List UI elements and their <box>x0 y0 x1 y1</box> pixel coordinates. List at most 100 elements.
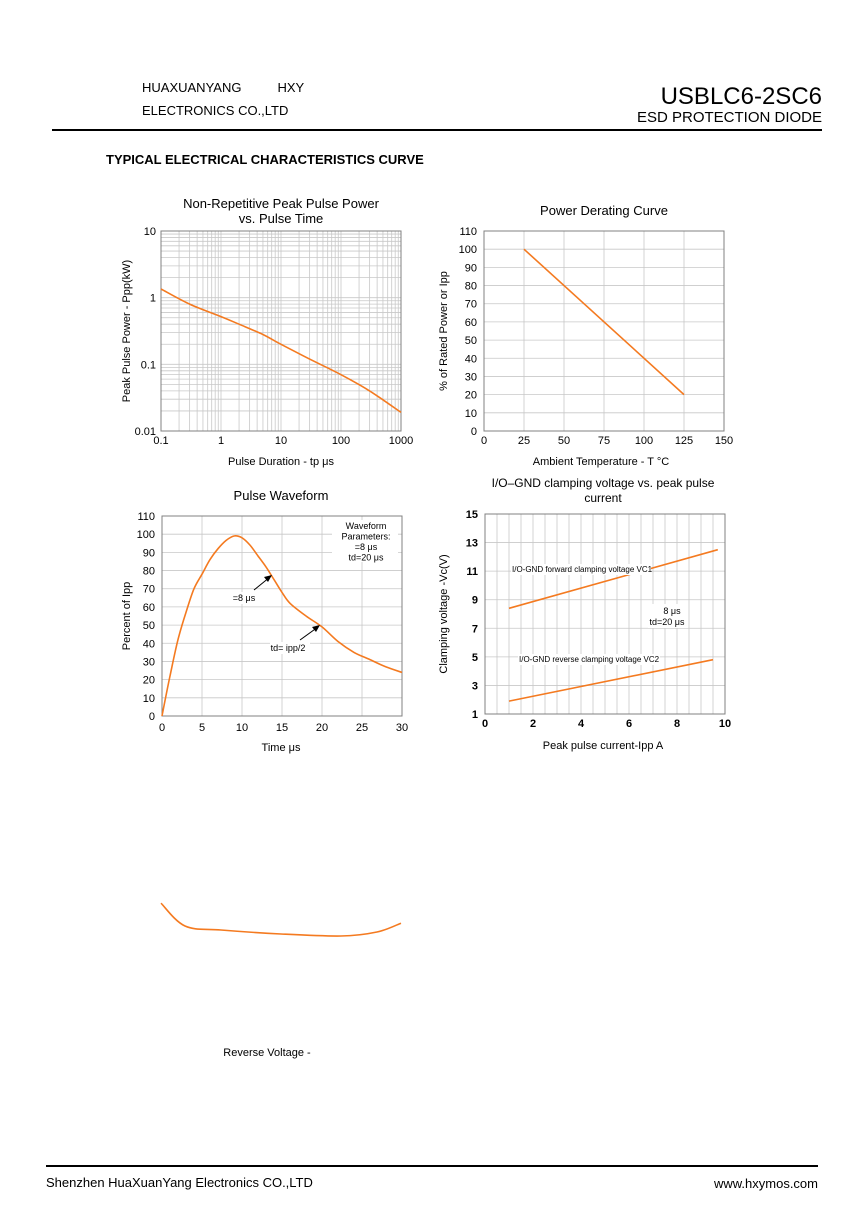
derating-x-axis-label: Ambient Temperature - T °C <box>533 456 670 468</box>
ppp-y-axis-label: Peak Pulse Power - Ppp(kW) <box>121 260 133 402</box>
ppp-plot-frame <box>160 230 402 432</box>
clamp-plot-frame <box>484 513 726 715</box>
vc1-label-bg <box>511 564 651 575</box>
vc2-label: I/O-GND reverse clamping voltage VC2 <box>519 655 660 664</box>
clamp-params-line1: 8 μs <box>663 606 681 616</box>
waveform-x-tick-label: 30 <box>396 722 408 734</box>
section-title: TYPICAL ELECTRICAL CHARACTERISTICS CURVE <box>106 152 424 167</box>
waveform-y-tick-label: 30 <box>143 656 155 668</box>
derating-x-tick-label: 125 <box>675 435 693 447</box>
td-label-bg <box>270 642 310 654</box>
waveform-x-tick-label: 20 <box>316 722 328 734</box>
ppp-y-tick-label: 10 <box>144 226 156 238</box>
waveform-params-text: Waveform <box>346 521 387 531</box>
derating-x-tick-label: 0 <box>481 435 487 447</box>
clamp-y-tick-label: 1 <box>472 709 478 721</box>
waveform-params-text: td=20 μs <box>349 553 384 563</box>
derating-curve <box>523 248 685 396</box>
clamp-y-tick-label: 13 <box>466 538 478 550</box>
reverse-voltage-curve <box>160 902 402 937</box>
waveform-y-axis-label: Percent of Ipp <box>121 582 133 651</box>
derating-y-tick-label: 60 <box>465 317 477 329</box>
derating-y-tick-label: 100 <box>459 244 477 256</box>
td-arrow-head <box>312 625 320 632</box>
derating-plot-frame <box>483 230 725 432</box>
vc1-label: I/O-GND forward clamping voltage VC1 <box>512 565 653 574</box>
ppp-x-tick-label: 100 <box>332 435 350 447</box>
waveform-title: Pulse Waveform <box>234 488 329 503</box>
clamp-params-line2: td=20 μs <box>650 617 685 627</box>
derating-y-tick-label: 10 <box>465 408 477 420</box>
waveform-y-tick-label: 40 <box>143 638 155 650</box>
waveform-x-tick-label: 0 <box>159 722 165 734</box>
derating-y-tick-label: 80 <box>465 281 477 293</box>
ppp-curve <box>160 288 402 414</box>
td-label: td= ipp/2 <box>271 643 306 653</box>
ppp-x-axis-label: Pulse Duration - tp μs <box>228 456 334 468</box>
clamp-y-tick-label: 9 <box>472 595 478 607</box>
ppp-y-tick-label: 0.01 <box>135 426 156 438</box>
waveform-params-text: Parameters: <box>341 532 390 542</box>
ppp-title-line1: Non-Repetitive Peak Pulse Power <box>183 196 379 211</box>
derating-y-tick-label: 110 <box>459 226 477 238</box>
waveform-plot-frame <box>161 515 403 717</box>
waveform-x-axis-label: Time μs <box>262 742 301 754</box>
waveform-y-tick-label: 80 <box>143 566 155 578</box>
waveform-curve <box>161 535 403 717</box>
clamp-y-axis-label: Clamping voltage -Vc(V) <box>438 554 450 673</box>
clamp-y-tick-label: 5 <box>472 652 478 664</box>
footer-company: Shenzhen HuaXuanYang Electronics CO.,LTD <box>46 1175 313 1190</box>
derating-y-tick-label: 40 <box>465 353 477 365</box>
ppp-x-tick-label: 0.1 <box>153 435 168 447</box>
company-name-a: HUAXUANYANG <box>142 80 242 95</box>
waveform-x-tick-label: 10 <box>236 722 248 734</box>
vc2-label-bg <box>518 654 660 665</box>
clamp-title-line2: current <box>584 491 622 505</box>
waveform-y-tick-label: 0 <box>149 711 155 723</box>
derating-y-tick-label: 30 <box>465 371 477 383</box>
clamp-y-tick-label: 7 <box>472 623 478 635</box>
ppp-x-tick-label: 1 <box>218 435 224 447</box>
footer-website[interactable]: www.hxymos.com <box>713 1176 818 1191</box>
derating-x-tick-label: 50 <box>558 435 570 447</box>
derating-x-tick-label: 25 <box>518 435 530 447</box>
clamp-x-tick-label: 0 <box>482 718 488 730</box>
waveform-y-tick-label: 60 <box>143 602 155 614</box>
clamp-y-tick-label: 3 <box>472 680 478 692</box>
company-name-b: HXY <box>277 80 305 95</box>
derating-x-tick-label: 75 <box>598 435 610 447</box>
clamp-x-tick-label: 6 <box>626 718 632 730</box>
footer-rule <box>46 1165 818 1167</box>
derating-y-tick-label: 70 <box>465 299 477 311</box>
tr-arrow-head <box>264 575 272 582</box>
waveform-y-tick-label: 70 <box>143 584 155 596</box>
header-rule <box>52 129 822 131</box>
derating-x-tick-label: 150 <box>715 435 733 447</box>
waveform-x-tick-label: 25 <box>356 722 368 734</box>
waveform-y-tick-label: 10 <box>143 693 155 705</box>
vc1-line <box>508 548 719 610</box>
waveform-y-tick-label: 90 <box>143 547 155 559</box>
ppp-y-tick-label: 0.1 <box>141 359 156 371</box>
derating-y-tick-label: 0 <box>471 426 477 438</box>
waveform-params-text: =8 μs <box>355 542 378 552</box>
tr-label-bg <box>236 592 252 604</box>
reverse-voltage-x-axis-label: Reverse Voltage - <box>223 1047 311 1059</box>
derating-title: Power Derating Curve <box>540 203 668 218</box>
tr-label: =8 μs <box>233 593 256 603</box>
clamp-y-tick-label: 11 <box>466 566 478 578</box>
ppp-x-tick-label: 1000 <box>389 435 413 447</box>
clamp-x-tick-label: 4 <box>578 718 585 730</box>
clamp-x-tick-label: 10 <box>719 718 731 730</box>
ppp-y-tick-label: 1 <box>150 293 156 305</box>
derating-y-tick-label: 20 <box>465 390 477 402</box>
waveform-params-box <box>332 520 398 562</box>
ppp-title-line2: vs. Pulse Time <box>239 211 324 226</box>
waveform-x-tick-label: 5 <box>199 722 205 734</box>
company-name-line1: HUAXUANYANG HXY <box>142 80 304 95</box>
derating-x-tick-label: 100 <box>635 435 653 447</box>
derating-y-tick-label: 90 <box>465 262 477 274</box>
waveform-y-tick-label: 50 <box>143 620 155 632</box>
clamp-x-tick-label: 2 <box>530 718 536 730</box>
